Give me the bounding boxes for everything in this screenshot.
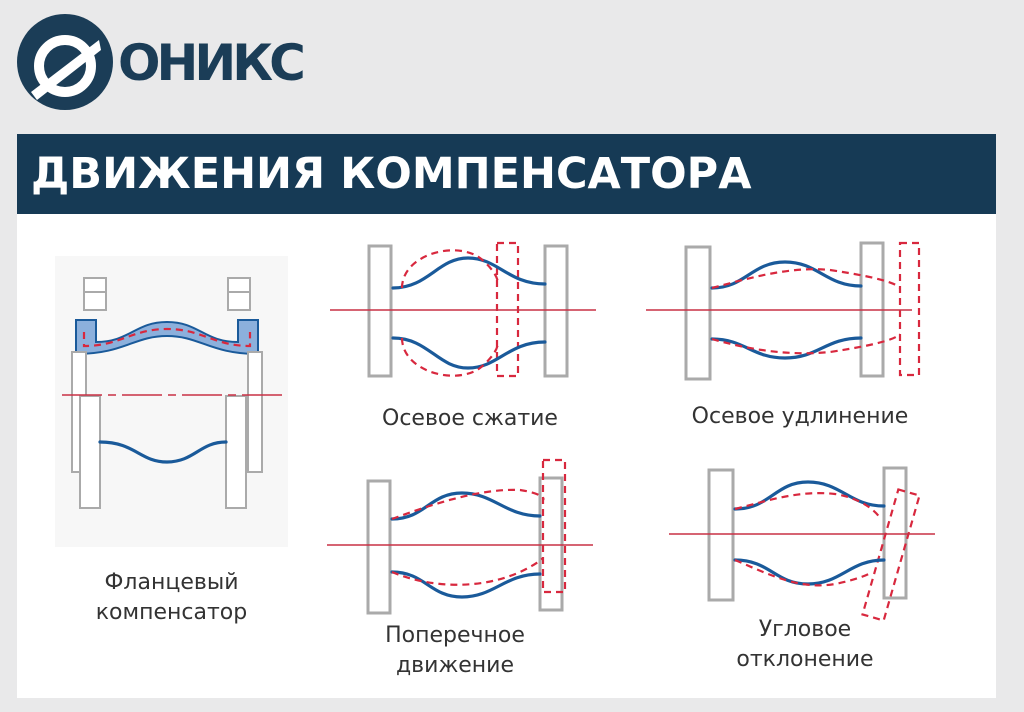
title-banner: ДВИЖЕНИЯ КОМПЕНСАТОРА <box>17 134 996 214</box>
lateral-caption-line2: движение <box>395 653 515 678</box>
angular-caption-line2: отклонение <box>736 647 874 672</box>
axial-compression-caption: Осевое сжатие <box>382 406 558 431</box>
angular-deflection-caption: Угловое отклонение <box>710 615 900 675</box>
angular-caption-line1: Угловое <box>758 617 852 642</box>
brand-name: ОНИКС <box>118 34 306 92</box>
axial-elongation-caption: Осевое удлинение <box>691 404 909 429</box>
flanged-caption-line2: компенсатор <box>95 600 248 625</box>
angular-deflection-diagram <box>669 466 935 622</box>
lateral-movement-diagram <box>327 458 593 615</box>
flanged-caption-line1: Фланцевый <box>104 570 239 595</box>
onyx-logo-icon <box>17 14 113 110</box>
flanged-compensator-caption: Фланцевый компенсатор <box>55 568 288 628</box>
lateral-caption-line1: Поперечное <box>385 623 525 648</box>
axial-compression-diagram <box>330 241 596 378</box>
lateral-movement-caption: Поперечное движение <box>360 621 550 681</box>
flanged-compensator-diagram <box>62 277 282 509</box>
axial-elongation-diagram <box>646 241 921 381</box>
page-title: ДВИЖЕНИЯ КОМПЕНСАТОРА <box>31 149 752 199</box>
